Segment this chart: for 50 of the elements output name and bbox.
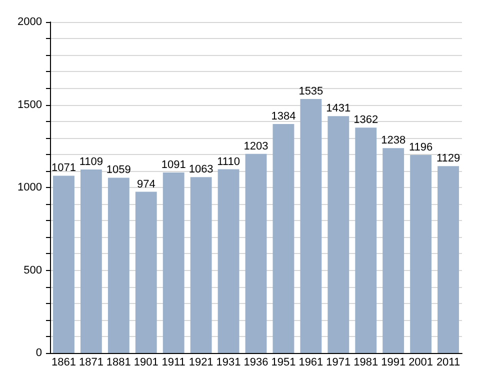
x-tick-label: 1871: [78, 356, 104, 368]
bar: [328, 116, 350, 353]
bar: [53, 176, 74, 353]
x-tick-label: 2011: [436, 356, 460, 368]
bar: [135, 192, 157, 353]
data-label: 974: [136, 178, 156, 190]
x-tick-label: 1971: [326, 356, 351, 368]
data-label: 1238: [381, 134, 406, 147]
x-tick-label: 1951: [271, 356, 296, 368]
x-tick-label: 1921: [188, 356, 214, 368]
bar: [245, 154, 267, 353]
x-tick-label: 1961: [298, 356, 324, 368]
x-tick-label: 1901: [134, 356, 158, 368]
bar: [438, 166, 459, 353]
data-label: 1091: [161, 158, 186, 171]
y-tick-label: 500: [24, 264, 42, 276]
data-label: 1384: [271, 110, 296, 122]
data-label: 1071: [51, 162, 76, 174]
x-tick-label: 1991: [381, 356, 406, 368]
x-tick-label: 1881: [106, 356, 131, 368]
bar: [80, 169, 102, 353]
data-label: 1431: [326, 102, 351, 115]
x-tick-label: 1911: [162, 356, 186, 368]
data-label: 1535: [298, 85, 324, 98]
bar: [382, 148, 404, 353]
y-tick-label: 1500: [18, 98, 42, 111]
data-label: 1063: [188, 164, 214, 176]
data-label: 1059: [106, 164, 131, 176]
y-tick-label: 1000: [18, 182, 42, 194]
data-label: 1203: [244, 140, 268, 152]
y-tick-label: 2000: [18, 16, 42, 28]
y-tick-label: 0: [36, 347, 42, 359]
data-label: 1110: [217, 156, 240, 168]
data-label: 1129: [436, 152, 460, 165]
x-tick-label: 1931: [216, 356, 241, 368]
x-tick-label: 1861: [51, 356, 76, 368]
bar: [410, 155, 432, 353]
bar: [272, 124, 294, 353]
bar: [300, 98, 322, 353]
bar: [162, 172, 184, 353]
x-tick-label: 1936: [244, 356, 268, 368]
bar: [218, 169, 240, 353]
x-tick-label: 1981: [354, 356, 378, 368]
data-label: 1109: [79, 156, 104, 168]
data-label: 1196: [408, 142, 433, 154]
x-tick-label: 2001: [408, 356, 434, 368]
bar: [355, 128, 377, 353]
data-label: 1362: [354, 114, 378, 126]
bar: [190, 177, 212, 353]
bar: [108, 178, 130, 353]
